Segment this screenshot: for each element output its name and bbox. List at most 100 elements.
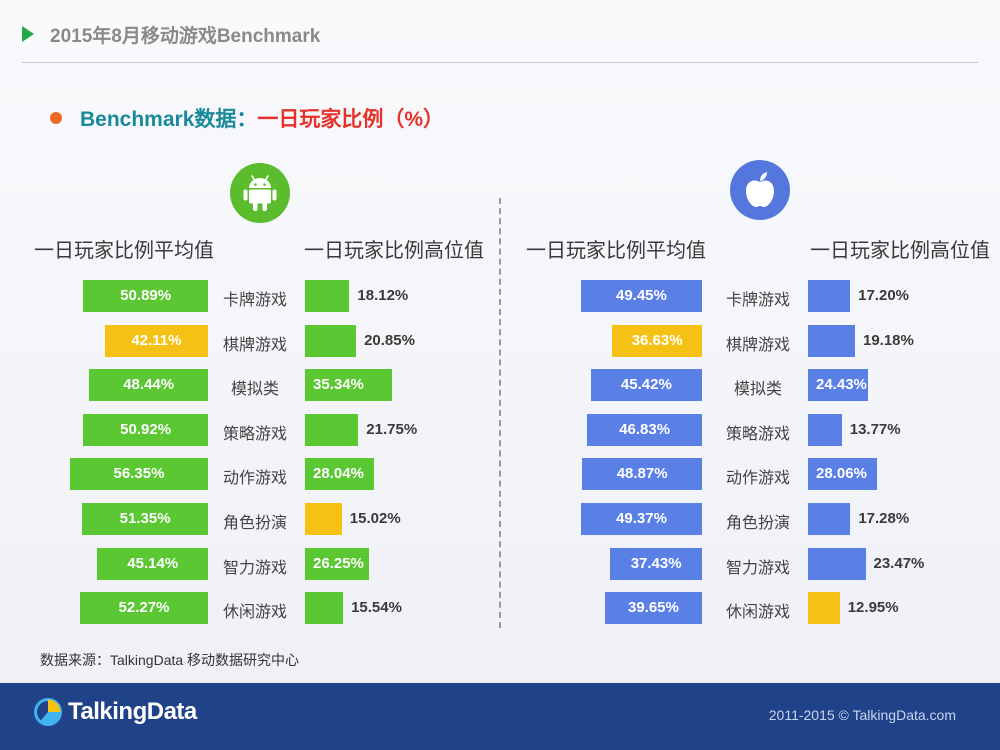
android-high-bar	[305, 592, 344, 624]
ios-category-label: 休闲游戏	[725, 604, 791, 621]
ios-high-bar	[808, 414, 842, 446]
android-high-value-label: 28.04%	[313, 465, 364, 482]
ios-high-value-label: 12.95%	[847, 599, 899, 616]
ios-high-bar	[808, 503, 851, 535]
play-triangle-icon	[22, 26, 34, 42]
ios-high-bar	[808, 325, 855, 357]
logo-mark-icon	[34, 698, 62, 726]
ios-high-value-label: 24.43%	[816, 376, 867, 393]
android-category-label: 卡牌游戏	[222, 292, 288, 309]
ios-category-label: 棋牌游戏	[725, 337, 791, 354]
ios-high-bar	[808, 280, 851, 312]
android-avg-value-label: 45.14%	[127, 555, 179, 572]
ios-category-label: 智力游戏	[725, 560, 791, 577]
android-avg-value-label: 51.35%	[119, 510, 171, 527]
ios-avg-value-label: 49.45%	[615, 287, 667, 304]
android-category-label: 智力游戏	[222, 560, 288, 577]
android-high-bar	[305, 548, 370, 580]
android-high-value-label: 21.75%	[366, 421, 418, 438]
apple-icon	[730, 160, 790, 220]
ios-avg-bar	[582, 458, 702, 490]
android-high-bar	[305, 369, 392, 401]
android-category-label: 动作游戏	[222, 470, 288, 487]
ios-avg-value-label: 36.63%	[631, 332, 683, 349]
ios-avg-value-label: 45.42%	[620, 376, 672, 393]
ios-high-bar	[808, 369, 868, 401]
android-avg-bar	[89, 369, 208, 401]
android-high-value-label: 26.25%	[313, 555, 364, 572]
section-title-prefix: Benchmark数据：	[80, 108, 258, 131]
android-icon	[230, 163, 290, 223]
ios-avg-header: 一日玩家比例平均值	[526, 240, 706, 262]
talkingdata-logo: TalkingData	[34, 698, 197, 726]
android-avg-bar	[104, 325, 208, 357]
android-high-bar	[305, 280, 350, 312]
ios-avg-value-label: 39.65%	[627, 599, 679, 616]
ios-avg-bar	[587, 414, 702, 446]
ios-high-value-label: 13.77%	[849, 421, 901, 438]
android-avg-header: 一日玩家比例平均值	[34, 240, 214, 262]
ios-avg-bar	[590, 369, 702, 401]
section-title-main: 一日玩家比例（%）	[257, 108, 445, 131]
footer-bar: TalkingData 2011-2015 © TalkingData.com	[0, 683, 1000, 750]
android-avg-value-label: 56.35%	[113, 465, 165, 482]
ios-avg-value-label: 48.87%	[616, 465, 668, 482]
ios-high-value-label: 28.06%	[816, 465, 867, 482]
android-high-value-label: 15.02%	[349, 510, 401, 527]
android-high-header: 一日玩家比例高位值	[304, 240, 484, 262]
android-high-value-label: 35.34%	[313, 376, 364, 393]
android-avg-bar	[79, 592, 208, 624]
android-avg-bar	[69, 458, 208, 490]
ios-avg-bar	[581, 503, 702, 535]
panel-divider	[499, 198, 501, 628]
ios-high-value-label: 23.47%	[873, 555, 925, 572]
page-header: 2015年8月移动游戏Benchmark	[22, 16, 320, 52]
page-title: 2015年8月移动游戏Benchmark	[50, 25, 321, 47]
android-category-label: 角色扮演	[222, 515, 288, 532]
ios-avg-bar	[612, 325, 702, 357]
ios-high-value-label: 19.18%	[862, 332, 914, 349]
android-high-bar	[305, 325, 357, 357]
ios-high-bar	[808, 592, 840, 624]
android-avg-bar	[83, 280, 208, 312]
header-divider	[22, 62, 978, 63]
android-high-bar	[305, 414, 359, 446]
android-category-label: 棋牌游戏	[222, 337, 288, 354]
android-high-value-label: 15.54%	[351, 599, 402, 616]
android-avg-value-label: 48.44%	[123, 376, 175, 393]
ios-category-label: 策略游戏	[725, 426, 791, 443]
ios-avg-bar	[610, 548, 702, 580]
ios-category-label: 动作游戏	[725, 470, 791, 487]
android-high-value-label: 20.85%	[364, 332, 415, 349]
ios-high-bar	[808, 548, 866, 580]
logo-text: TalkingData	[68, 698, 197, 725]
ios-avg-bar	[580, 280, 702, 312]
ios-category-label: 卡牌游戏	[725, 292, 791, 309]
android-category-label: 模拟类	[230, 381, 280, 398]
android-category-label: 休闲游戏	[222, 604, 288, 621]
android-avg-value-label: 52.27%	[118, 599, 170, 616]
ios-high-header: 一日玩家比例高位值	[810, 240, 990, 262]
ios-category-label: 角色扮演	[725, 515, 791, 532]
ios-high-bar	[808, 458, 877, 490]
ios-avg-value-label: 46.83%	[619, 421, 671, 438]
android-high-bar	[305, 458, 374, 490]
ios-avg-value-label: 37.43%	[630, 555, 682, 572]
android-avg-value-label: 50.89%	[120, 287, 172, 304]
android-avg-bar	[83, 414, 208, 446]
bullet-dot-icon	[50, 112, 62, 124]
android-avg-bar	[97, 548, 208, 580]
ios-avg-bar	[604, 592, 702, 624]
android-high-value-label: 18.12%	[357, 287, 409, 304]
ios-high-value-label: 17.20%	[858, 287, 909, 304]
android-category-label: 策略游戏	[222, 426, 288, 443]
android-avg-value-label: 50.92%	[120, 421, 172, 438]
android-high-bar	[305, 503, 342, 535]
android-avg-value-label: 42.11%	[131, 332, 182, 349]
ios-avg-value-label: 49.37%	[616, 510, 667, 527]
copyright-text: 2011-2015 © TalkingData.com	[768, 707, 956, 723]
ios-category-label: 模拟类	[733, 381, 783, 398]
ios-high-value-label: 17.28%	[858, 510, 910, 527]
section-heading: Benchmark数据： 一日玩家比例（%）	[50, 103, 444, 133]
android-avg-bar	[82, 503, 208, 535]
